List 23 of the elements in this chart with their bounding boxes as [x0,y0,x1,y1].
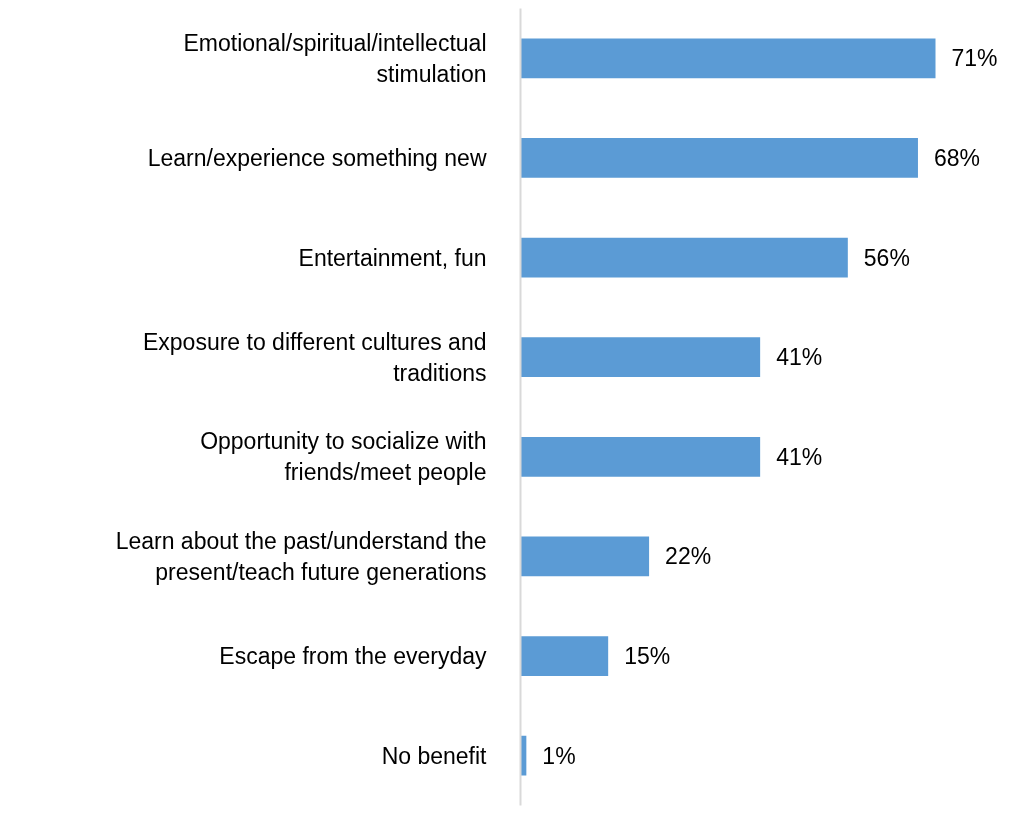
bar [520,38,936,79]
y-tick-label: No benefit [381,742,488,769]
data-label: 68% [933,144,981,171]
data-label: 71% [951,45,998,72]
bar [520,138,918,178]
y-tick-label: Entertainment, fun [298,244,487,271]
data-label: 41% [776,443,823,470]
y-tick-label: Learn about the past/understand the present/teach future generations [115,527,487,586]
y-tick-label: Exposure to different cultures and traditions [142,328,487,386]
bar [520,536,650,577]
data-label: 15% [624,643,671,670]
data-label: 41% [776,344,823,371]
y-tick-label: Emotional/spiritual/intellectual stimulation [183,29,487,87]
y-tick-label: Learn/experience something new [147,144,487,171]
y-tick-label: Escape from the everyday [219,643,487,670]
bar [520,436,761,477]
bar [520,337,761,378]
data-label: 56% [863,244,910,271]
y-tick-label: Opportunity to socialize with friends/meet people [200,428,487,486]
bar [520,636,609,676]
data-label: 22% [665,543,712,570]
bar [520,237,848,278]
data-label: 1% [542,742,576,769]
